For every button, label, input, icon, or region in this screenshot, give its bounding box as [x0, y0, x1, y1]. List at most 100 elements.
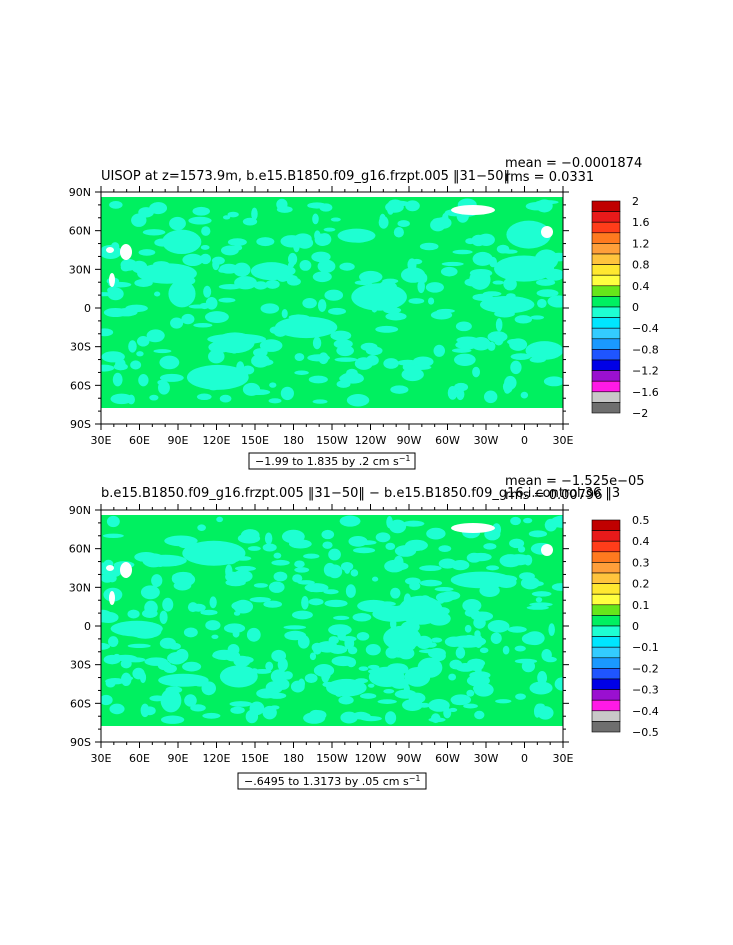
contour-blob: [249, 597, 271, 603]
contour-blob: [246, 627, 261, 642]
rms-label: rms = 0.00796: [505, 488, 602, 503]
contour-blob: [162, 597, 174, 612]
contour-blob: [202, 712, 221, 719]
contour-blob: [263, 600, 283, 608]
contour-blob: [125, 657, 146, 663]
contour-blob: [523, 554, 533, 566]
contour-blob: [269, 705, 280, 710]
contour-blob: [419, 565, 442, 572]
contour-blob: [443, 707, 452, 719]
contour-blob: [205, 620, 221, 631]
contour-blob: [510, 353, 532, 361]
contour-blob: [170, 317, 184, 329]
contour-blob: [204, 311, 229, 323]
contour-blob: [359, 270, 383, 283]
contour-blob: [510, 516, 521, 526]
panel-title: b.e15.B1850.f09_g16.frzpt.005 ‖31−50‖ − …: [101, 486, 620, 501]
colorbar-swatch: [591, 285, 621, 297]
contour-blob: [495, 318, 503, 332]
contour-blob: [127, 609, 140, 619]
contour-blob: [532, 686, 543, 694]
contour-blob: [359, 693, 377, 699]
contour-patch: [158, 673, 209, 687]
x-tick-label: 30E: [553, 434, 574, 447]
contour-blob: [259, 339, 283, 352]
contour-blob: [138, 374, 149, 387]
contour-blob: [464, 624, 472, 633]
contour-blob: [520, 391, 529, 399]
contour-patch: [326, 678, 367, 697]
contour-blob: [159, 610, 168, 624]
contour-blob: [291, 610, 313, 620]
contour-blob: [253, 583, 268, 588]
x-tick-label: 180: [283, 752, 304, 765]
x-tick-label: 30E: [91, 752, 112, 765]
contour-blob: [419, 242, 439, 251]
contour-blob: [339, 515, 361, 527]
contour-blob: [159, 355, 180, 370]
contour-blob: [328, 548, 341, 561]
contour-blob: [136, 351, 144, 357]
land-mask: [541, 544, 553, 556]
contour-blob: [294, 560, 305, 568]
contour-patch: [160, 688, 182, 713]
y-tick-label: 0: [84, 302, 91, 315]
colorbar-swatch: [591, 232, 621, 244]
contour-blob: [240, 529, 260, 542]
contour-patch: [144, 554, 187, 567]
contour-blob: [142, 229, 166, 236]
land-mask: [106, 247, 114, 253]
contour-blob: [455, 646, 466, 659]
contour-blob: [514, 658, 538, 664]
panel-uisop: UISOP at z=1573.9m, b.e15.B1850.f09_g16.…: [69, 156, 659, 470]
contour-blob: [182, 661, 202, 672]
contour-blob: [232, 629, 240, 638]
contour-blob: [383, 358, 399, 369]
contour-blob: [103, 307, 128, 318]
contour-blob: [219, 263, 239, 274]
contour-blob: [397, 359, 419, 366]
contour-blob: [524, 631, 545, 646]
contour-blob: [113, 653, 120, 658]
contour-blob: [486, 565, 500, 571]
land-mask: [120, 244, 132, 260]
y-tick-label: 30N: [69, 581, 91, 594]
colorbar-swatch: [591, 296, 621, 308]
y-tick-label: 60N: [69, 543, 91, 556]
contour-blob: [112, 372, 123, 387]
colorbar-label: −0.4: [632, 322, 659, 335]
contour-blob: [386, 516, 393, 529]
contour-blob: [507, 626, 527, 633]
contour-blob: [499, 554, 522, 568]
colorbar-swatch: [591, 370, 621, 382]
contour-blob: [470, 552, 492, 562]
contour-blob: [456, 341, 475, 347]
contour-blob: [365, 346, 383, 356]
contour-patch: [168, 280, 196, 308]
contour-blob: [273, 552, 282, 559]
mean-label: mean = −1.525e−05: [505, 474, 645, 489]
contour-patch: [506, 220, 552, 249]
colorbar-label: −0.4: [632, 705, 659, 718]
contour-blob: [441, 261, 464, 267]
contour-blob: [356, 632, 370, 641]
contour-blob: [256, 237, 275, 247]
contour-blob: [302, 297, 317, 309]
x-tick-label: 120E: [203, 434, 231, 447]
contour-blob: [184, 694, 197, 707]
contour-blob: [292, 574, 303, 583]
contour-blob: [216, 516, 224, 523]
contour-blob: [268, 398, 282, 404]
contour-blob: [535, 597, 543, 603]
x-tick-label: 90W: [397, 434, 422, 447]
contour-blob: [543, 376, 563, 387]
contour-blob: [472, 251, 493, 266]
colorbar-label: −0.2: [632, 662, 659, 675]
x-tick-label: 0: [521, 434, 528, 447]
x-tick-label: 30W: [474, 752, 499, 765]
contour-blob: [183, 627, 198, 638]
contour-blob: [344, 636, 355, 650]
rms-label: rms = 0.0331: [505, 170, 594, 185]
missing-regions: [101, 192, 563, 424]
contour-blob: [502, 645, 510, 655]
